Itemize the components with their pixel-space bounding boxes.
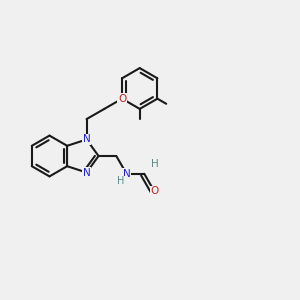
Text: O: O (118, 94, 126, 104)
Text: N: N (83, 167, 90, 178)
Text: H: H (151, 158, 158, 169)
Text: N: N (123, 169, 130, 179)
Text: N: N (83, 134, 90, 145)
Text: O: O (150, 187, 159, 196)
Text: H: H (117, 176, 125, 186)
